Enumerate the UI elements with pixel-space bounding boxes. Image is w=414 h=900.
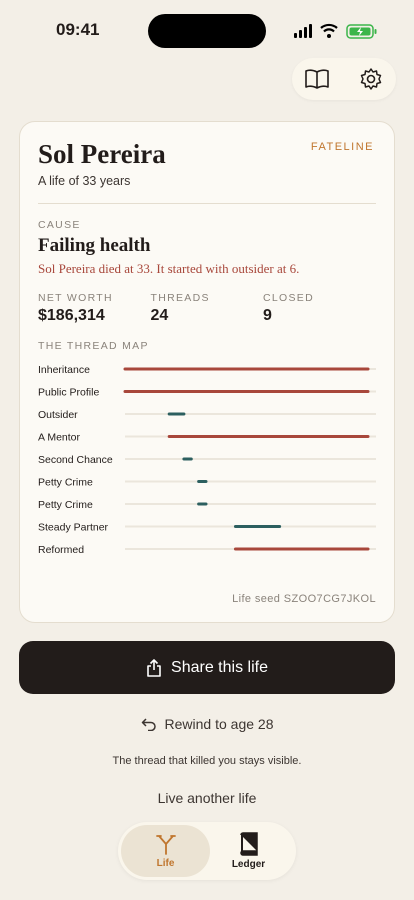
share-icon: [147, 658, 161, 677]
cause-description: Sol Pereira died at 33. It started with …: [38, 261, 300, 276]
life-card: FATELINE Sol Pereira A life of 33 years …: [19, 121, 395, 623]
stat-label: CLOSED: [263, 292, 314, 304]
stat-label: NET WORTH: [38, 292, 113, 304]
thread-label: Second Chance: [38, 454, 113, 466]
thread-label: Petty Crime: [38, 477, 93, 489]
thread-label: Reformed: [38, 544, 84, 556]
journal-button[interactable]: [304, 68, 330, 90]
toolbar: [292, 58, 396, 100]
thread-map-title: THE THREAD MAP: [38, 340, 149, 352]
divider: [38, 203, 376, 204]
share-label: Share this life: [171, 658, 268, 676]
new-life-button[interactable]: Live another life: [157, 790, 257, 806]
thread-label: Outsider: [38, 409, 78, 421]
stat-value: $186,314: [38, 307, 105, 324]
tab-ledger[interactable]: Ledger: [204, 825, 293, 877]
life-seed: Life seed SZOO7CG7JKOL: [232, 593, 376, 605]
thread-label: Inheritance: [38, 364, 90, 376]
tab-label: Ledger: [231, 859, 266, 870]
brand: FATELINE: [310, 141, 374, 153]
cause-title: Failing health: [38, 235, 151, 256]
stat-value: 9: [263, 307, 272, 324]
thread-label: Steady Partner: [38, 522, 109, 534]
stat-label: THREADS: [150, 292, 210, 304]
status-icons: [294, 23, 377, 39]
rewind-note: The thread that killed you stays visible…: [112, 755, 302, 767]
person-name: Sol Pereira: [38, 139, 166, 169]
thread-label: Public Profile: [38, 387, 99, 399]
tab-life[interactable]: Life: [121, 825, 210, 877]
stat-value: 24: [150, 307, 169, 324]
tab-icon: [155, 835, 176, 855]
tab-label: Life: [156, 858, 175, 869]
life-span: A life of 33 years: [38, 174, 131, 188]
share-button[interactable]: Share this life: [19, 641, 395, 694]
status-time: 09:41: [56, 20, 100, 39]
cause-label: CAUSE: [38, 219, 81, 231]
settings-button[interactable]: [359, 67, 383, 91]
thread-label: A Mentor: [38, 432, 81, 444]
rewind-label: Rewind to age 28: [164, 716, 274, 732]
thread-label: Petty Crime: [38, 499, 93, 511]
dynamic-island: [148, 14, 266, 48]
rewind-icon: [141, 718, 156, 731]
tab-bar: Life Ledger: [118, 822, 296, 880]
rewind-button[interactable]: Rewind to age 28: [0, 716, 414, 732]
tab-icon: [239, 832, 258, 856]
thread-map: Inheritance Public Profile Outsider A Mento…: [38, 364, 376, 556]
